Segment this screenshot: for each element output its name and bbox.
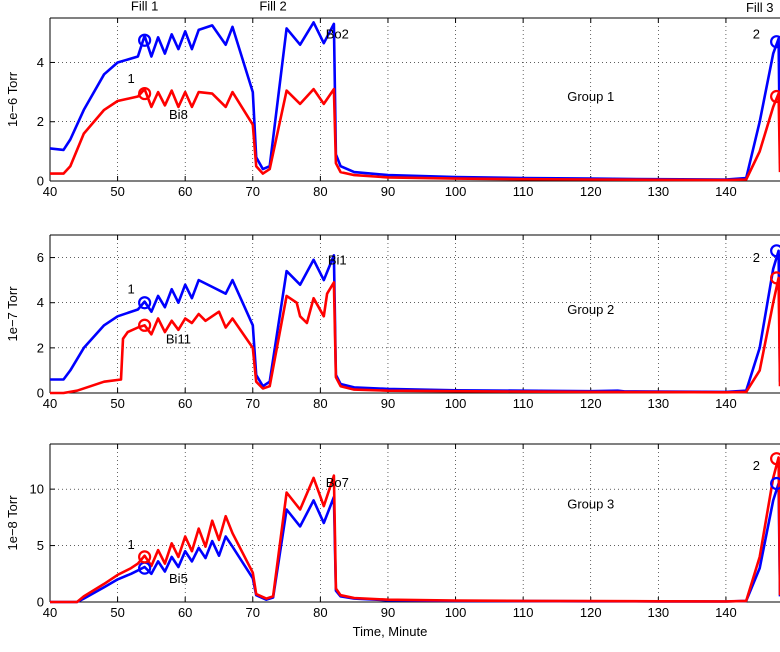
x-tick-label: 60 (178, 184, 192, 199)
annotation-label: Bi5 (169, 571, 188, 586)
circle-marker (770, 476, 780, 491)
y-tick-label: 4 (37, 295, 44, 310)
x-tick-label: 50 (110, 605, 124, 620)
annotation-label: Bi1 (328, 252, 347, 267)
circle-marker (138, 318, 152, 332)
y-axis-label: 1e−8 Torr (5, 495, 20, 551)
x-tick-label: 40 (43, 605, 57, 620)
x-tick-label: 140 (715, 605, 737, 620)
x-tick-label: 60 (178, 396, 192, 411)
x-tick-label: 110 (513, 184, 534, 199)
x-tick-label: 100 (445, 396, 467, 411)
x-tick-label: 120 (580, 605, 602, 620)
circle-marker (138, 33, 152, 47)
y-tick-label: 2 (37, 340, 44, 355)
x-tick-label: 120 (580, 396, 602, 411)
annotation-label: 1 (127, 71, 134, 86)
x-tick-label: 90 (381, 396, 395, 411)
annotation-label: Bi11 (166, 331, 191, 346)
y-tick-label: 4 (37, 55, 44, 70)
x-axis-label: Time, Minute (353, 624, 428, 639)
annotation-label: Group 1 (567, 89, 614, 104)
annotation-label: 2 (753, 458, 760, 473)
circle-marker (770, 89, 780, 104)
x-tick-label: 130 (647, 396, 669, 411)
annotation-label: 2 (753, 27, 760, 42)
x-tick-label: 100 (445, 605, 467, 620)
annotation-label: Bo2 (326, 27, 349, 42)
series-line-2 (50, 87, 780, 182)
y-tick-label: 5 (37, 538, 44, 553)
annotation-label: Bi8 (169, 107, 188, 122)
annotation-label: Group 2 (567, 302, 614, 317)
annotation-label: Fill 3 (746, 0, 773, 15)
series-line-1 (50, 21, 780, 181)
annotation-label: Group 3 (567, 496, 614, 511)
annotation-label: Bo7 (326, 475, 349, 490)
y-tick-label: 10 (30, 482, 44, 497)
annotation-label: Fill 2 (259, 0, 286, 14)
x-tick-label: 40 (43, 396, 57, 411)
circle-marker (138, 86, 152, 101)
annotation-label: 1 (127, 282, 134, 297)
y-tick-label: 0 (37, 174, 44, 189)
x-tick-label: 80 (313, 396, 327, 411)
x-tick-label: 140 (715, 396, 737, 411)
x-tick-label: 90 (381, 605, 395, 620)
circle-marker (138, 296, 152, 310)
x-tick-label: 70 (246, 184, 260, 199)
series-line-2 (50, 456, 780, 604)
x-tick-label: 80 (313, 605, 327, 620)
x-tick-label: 70 (246, 396, 260, 411)
y-axis-label: 1e−7 Torr (5, 286, 20, 342)
circle-marker (770, 452, 780, 466)
y-tick-label: 0 (37, 386, 44, 401)
y-tick-label: 0 (37, 595, 44, 610)
x-tick-label: 100 (445, 184, 467, 199)
chart-panel-1: 40 50 60 70 80 90 100 110 120 130 140 0 2 4 1e−6 Torr F… (5, 0, 780, 199)
annotation-label: 2 (753, 250, 760, 265)
annotation-label: Fill 1 (131, 0, 158, 14)
annotation-label: 1 (127, 537, 134, 552)
x-tick-label: 120 (580, 184, 602, 199)
circle-marker (770, 35, 780, 49)
x-tick-label: 60 (178, 605, 192, 620)
x-tick-label: 50 (110, 184, 124, 199)
chart-panel-3: 40 50 60 70 80 90 100 110 120 130 140 0 5 10 1e−8 Torr… (5, 443, 780, 639)
x-tick-label: 110 (513, 605, 534, 620)
x-tick-label: 40 (43, 184, 57, 199)
x-tick-label: 90 (381, 184, 395, 199)
x-tick-label: 130 (647, 605, 669, 620)
x-tick-label: 110 (513, 396, 534, 411)
x-tick-label: 130 (647, 184, 669, 199)
y-tick-label: 2 (37, 114, 44, 129)
circle-marker (770, 244, 780, 258)
x-tick-label: 140 (715, 184, 737, 199)
circle-marker (138, 550, 152, 564)
series-line-2 (50, 276, 780, 395)
circle-marker (770, 271, 780, 285)
x-tick-label: 50 (110, 396, 124, 411)
x-tick-label: 70 (246, 605, 260, 620)
series-line-1 (50, 482, 780, 604)
y-axis-label: 1e−6 Torr (5, 71, 20, 127)
y-tick-label: 6 (37, 250, 44, 265)
chart-panel-2: 40 50 60 70 80 90 100 110 120 130 140 0 2 4 6 1e−7 Torr… (5, 234, 780, 411)
x-tick-label: 80 (313, 184, 327, 199)
